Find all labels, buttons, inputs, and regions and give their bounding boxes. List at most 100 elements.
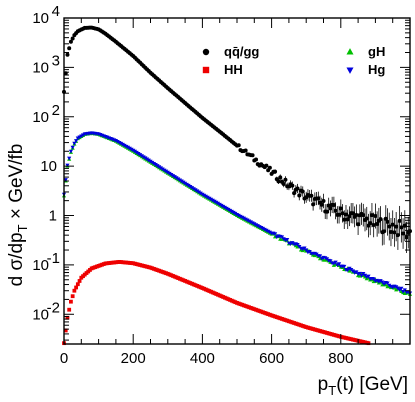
data-point — [132, 149, 138, 154]
data-point — [323, 256, 328, 261]
data-point — [404, 235, 409, 240]
data-point — [141, 155, 146, 160]
data-point — [397, 218, 402, 223]
y-tick-label: 10 — [32, 257, 49, 274]
data-point — [157, 165, 162, 170]
data-point — [283, 177, 288, 182]
data-point — [68, 149, 74, 154]
data-point — [369, 213, 374, 218]
data-point — [221, 204, 226, 209]
data-point — [328, 206, 333, 211]
y-tick-label: 10 — [32, 10, 49, 27]
data-point — [311, 202, 316, 207]
data-point — [119, 141, 124, 146]
data-point — [373, 214, 378, 219]
data-point — [226, 207, 231, 212]
data-point — [115, 139, 120, 144]
data-point — [69, 299, 73, 304]
data-point — [364, 216, 369, 221]
data-point — [347, 214, 352, 219]
y-axis-label: d σ/dpT × GeV/fb — [6, 144, 30, 287]
y-tick-exponent: 2 — [52, 102, 60, 119]
data-point — [72, 288, 77, 293]
data-point — [125, 145, 131, 150]
y-tick-label: 10 — [32, 306, 49, 323]
data-point — [177, 178, 182, 183]
data-point — [300, 189, 305, 194]
data-point — [215, 201, 221, 206]
x-tick-label: 800 — [328, 350, 353, 367]
series-1 — [62, 259, 371, 346]
data-point — [74, 139, 79, 143]
data-point — [383, 216, 388, 221]
data-point — [309, 193, 314, 198]
data-point — [394, 287, 399, 292]
data-point — [302, 246, 307, 251]
legend-marker — [202, 48, 210, 56]
data-point — [236, 143, 241, 148]
x-axis-label: pT(t) [GeV] — [318, 374, 408, 398]
data-point — [75, 282, 80, 287]
data-point — [347, 266, 352, 271]
legend-label: Hg — [368, 62, 385, 77]
data-point — [340, 211, 345, 216]
data-point — [285, 238, 290, 242]
data-point — [378, 217, 383, 222]
data-point — [267, 165, 272, 170]
data-point — [77, 279, 82, 283]
data-point — [127, 146, 132, 151]
data-point — [70, 145, 75, 150]
data-point — [184, 182, 189, 187]
data-point — [254, 157, 259, 162]
legend-entry: gH — [346, 44, 385, 59]
data-point — [328, 259, 333, 264]
legend-entry: HH — [202, 62, 243, 77]
data-point — [207, 196, 212, 201]
data-point — [200, 192, 205, 197]
data-point — [295, 186, 300, 191]
data-point — [155, 164, 160, 168]
data-point — [264, 163, 269, 168]
data-point — [343, 212, 348, 217]
data-point — [359, 273, 364, 278]
data-point — [227, 208, 233, 213]
data-point — [338, 206, 343, 211]
data-point — [169, 172, 174, 177]
data-point — [371, 222, 376, 227]
data-point — [224, 206, 229, 211]
data-point — [371, 277, 376, 282]
data-point — [176, 177, 181, 182]
data-point — [337, 212, 342, 217]
legend-entry: Hg — [346, 62, 385, 77]
data-point — [402, 291, 407, 295]
x-tick-label: 0 — [60, 350, 68, 367]
data-point — [120, 142, 125, 147]
y-tick-label: 10 — [40, 158, 57, 175]
data-point — [356, 222, 361, 227]
data-point — [243, 148, 248, 153]
data-point — [273, 169, 278, 174]
data-point — [117, 140, 122, 145]
data-point — [388, 230, 393, 235]
data-point — [387, 283, 392, 288]
data-point — [146, 158, 151, 163]
x-tick-label: 200 — [121, 350, 146, 367]
data-point — [144, 157, 150, 162]
data-point — [138, 153, 143, 157]
data-point — [297, 193, 302, 198]
data-point — [347, 268, 352, 273]
data-point — [136, 152, 141, 156]
data-point — [278, 175, 283, 180]
data-point — [392, 230, 397, 235]
data-point — [143, 156, 148, 161]
data-point — [183, 181, 188, 186]
y-tick-label: 10 — [32, 59, 49, 76]
data-point — [331, 203, 336, 208]
data-point — [113, 139, 118, 143]
data-point — [366, 341, 371, 346]
legend-marker — [346, 67, 354, 74]
data-point — [129, 147, 134, 152]
data-point — [250, 153, 255, 158]
